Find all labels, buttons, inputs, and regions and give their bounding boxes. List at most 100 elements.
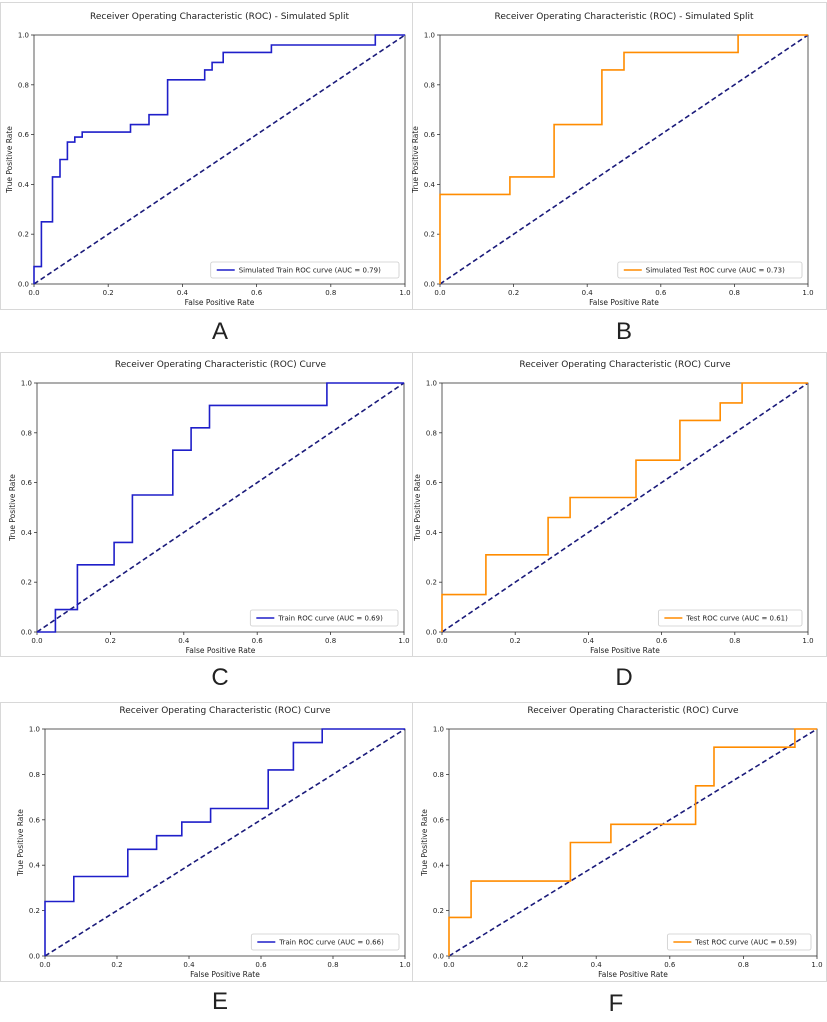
x-tick-label: 0.4 (178, 637, 190, 645)
y-tick-label: 1.0 (433, 726, 444, 734)
chart-title: Receiver Operating Characteristic (ROC) … (527, 706, 739, 716)
chance-diagonal-line (448, 728, 818, 957)
legend-box (250, 933, 400, 951)
legend-box (666, 933, 812, 951)
x-tick-label: 0.0 (434, 289, 445, 297)
chart-title: Receiver Operating Characteristic (ROC) … (119, 706, 331, 716)
x-tick-label: 0.8 (325, 289, 336, 297)
y-tick-label: 0.6 (433, 816, 445, 824)
x-tick-label: 0.8 (729, 637, 740, 645)
x-tick-label: 1.0 (399, 961, 410, 969)
chance-diagonal-line (439, 34, 809, 285)
legend-label: Test ROC curve (AUC = 0.61) (685, 615, 788, 623)
roc-panel-b: Receiver Operating Characteristic (ROC) … (411, 2, 827, 310)
chart-title: Receiver Operating Characteristic (ROC) … (494, 12, 753, 22)
chart-title: Receiver Operating Characteristic (ROC) … (115, 360, 327, 370)
roc-curve-line (441, 382, 808, 632)
x-tick-label: 0.0 (436, 637, 447, 645)
y-tick-label: 1.0 (426, 380, 437, 388)
x-tick-label: 0.6 (656, 637, 668, 645)
x-axis-label: False Positive Rate (186, 646, 256, 655)
chance-diagonal-line (33, 34, 406, 285)
legend-label: Simulated Train ROC curve (AUC = 0.79) (239, 267, 381, 275)
legend-box (657, 609, 803, 627)
roc-curve-line (44, 728, 405, 956)
y-tick-label: 0.8 (424, 81, 435, 89)
y-axis-label: True Positive Rate (8, 474, 17, 542)
y-tick-label: 0.6 (21, 479, 33, 487)
x-tick-label: 0.2 (105, 637, 116, 645)
roc-curve-line (439, 34, 808, 284)
roc-panel-f: Receiver Operating Characteristic (ROC) … (412, 702, 827, 982)
legend-box (249, 609, 399, 627)
legend-label: Test ROC curve (AUC = 0.59) (694, 939, 797, 947)
x-tick-label: 0.2 (517, 961, 528, 969)
x-tick-label: 0.4 (583, 637, 595, 645)
x-tick-label: 0.4 (582, 289, 594, 297)
chart-title: Receiver Operating Characteristic (ROC) … (90, 12, 349, 22)
legend-box (210, 261, 400, 279)
y-tick-label: 1.0 (424, 32, 435, 40)
y-tick-label: 0.2 (426, 579, 437, 587)
x-tick-label: 1.0 (399, 289, 410, 297)
chance-diagonal-line (44, 728, 406, 957)
roc-panel-a: Receiver Operating Characteristic (ROC) … (0, 2, 413, 310)
x-tick-label: 0.0 (39, 961, 50, 969)
y-tick-label: 0.4 (18, 181, 30, 189)
y-tick-label: 0.8 (21, 429, 32, 437)
chance-diagonal-line (441, 382, 809, 633)
y-tick-label: 0.0 (21, 629, 32, 637)
y-axis-label: True Positive Rate (420, 809, 429, 877)
y-tick-label: 0.8 (18, 81, 29, 89)
y-tick-label: 1.0 (21, 380, 32, 388)
chance-diagonal-line (36, 382, 405, 633)
panel-letter-b: B (615, 318, 633, 345)
y-axis-label: True Positive Rate (5, 126, 14, 194)
roc-panel-e: Receiver Operating Characteristic (ROC) … (0, 702, 413, 982)
roc-panel-d: Receiver Operating Characteristic (ROC) … (412, 352, 827, 657)
x-tick-label: 0.6 (255, 961, 267, 969)
y-tick-label: 0.0 (18, 281, 29, 289)
x-tick-label: 0.6 (664, 961, 676, 969)
x-tick-label: 0.4 (177, 289, 189, 297)
panel-letter-d: D (615, 664, 633, 691)
roc-curve-line (33, 34, 405, 284)
y-tick-label: 0.0 (426, 629, 437, 637)
y-tick-label: 0.4 (21, 529, 33, 537)
x-axis-label: False Positive Rate (589, 298, 659, 307)
panel-letter-a: A (211, 318, 229, 345)
x-tick-label: 0.6 (251, 289, 263, 297)
roc-panel-c: Receiver Operating Characteristic (ROC) … (0, 352, 413, 657)
y-tick-label: 0.6 (29, 816, 41, 824)
panel-letter-f: F (608, 990, 624, 1017)
y-tick-label: 0.2 (433, 907, 444, 915)
chart-title: Receiver Operating Characteristic (ROC) … (519, 360, 731, 370)
x-tick-label: 0.8 (325, 637, 336, 645)
roc-curve-line (448, 728, 817, 956)
x-tick-label: 0.6 (252, 637, 264, 645)
y-tick-label: 0.0 (424, 281, 435, 289)
y-tick-label: 1.0 (18, 32, 29, 40)
x-tick-label: 1.0 (811, 961, 822, 969)
y-tick-label: 0.6 (424, 131, 436, 139)
y-tick-label: 0.2 (424, 231, 435, 239)
x-tick-label: 0.8 (729, 289, 740, 297)
x-tick-label: 1.0 (802, 289, 813, 297)
x-tick-label: 0.4 (183, 961, 195, 969)
panel-letter-c: C (211, 664, 229, 691)
x-axis-label: False Positive Rate (190, 970, 260, 979)
x-tick-label: 0.8 (738, 961, 749, 969)
x-axis-label: False Positive Rate (590, 646, 660, 655)
y-tick-label: 0.2 (21, 579, 32, 587)
y-tick-label: 0.8 (433, 771, 444, 779)
x-tick-label: 0.2 (508, 289, 519, 297)
y-tick-label: 0.0 (29, 953, 40, 961)
legend-label: Simulated Test ROC curve (AUC = 0.73) (646, 267, 785, 275)
legend-label: Train ROC curve (AUC = 0.66) (278, 939, 384, 947)
x-tick-label: 0.0 (31, 637, 42, 645)
roc-curve-line (37, 382, 404, 633)
x-tick-label: 0.8 (327, 961, 338, 969)
y-tick-label: 1.0 (29, 726, 40, 734)
y-tick-label: 0.6 (426, 479, 438, 487)
